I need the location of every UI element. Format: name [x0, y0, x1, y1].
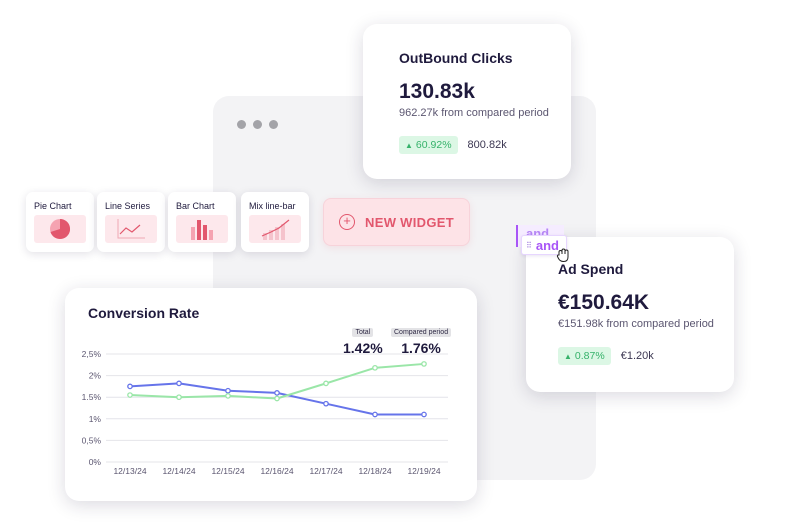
x-tick-label: 12/15/24 — [211, 466, 244, 476]
kpi-title: OutBound Clicks — [399, 50, 513, 66]
window-dot-icon[interactable] — [253, 120, 262, 129]
data-point[interactable] — [127, 392, 133, 398]
x-tick-label: 12/17/24 — [309, 466, 342, 476]
widget-thumb — [176, 215, 228, 243]
kpi-value: €150.64K — [558, 291, 650, 314]
y-tick-label: 1% — [89, 414, 102, 424]
plus-circle-icon: + — [339, 214, 356, 230]
new-widget-label: NEW WIDGET — [365, 214, 454, 230]
data-point[interactable] — [323, 380, 329, 387]
kpi-subtitle: €151.98k from compared period — [558, 318, 714, 330]
change-value: 0.87% — [574, 350, 605, 362]
drag-handle-icon[interactable]: ⠿ — [526, 240, 532, 250]
data-point[interactable] — [274, 390, 280, 396]
x-tick-label: 12/16/24 — [260, 466, 293, 476]
y-tick-label: 0% — [89, 457, 102, 467]
data-point[interactable] — [225, 387, 231, 394]
window-dot-icon[interactable] — [269, 120, 278, 129]
metric-total: Total 1.42% — [343, 321, 383, 356]
widget-mix-line-bar[interactable]: Mix line-bar — [241, 192, 309, 252]
data-point[interactable] — [372, 411, 378, 418]
kpi-subtitle: 962.27k from compared period — [399, 107, 549, 119]
window-controls — [237, 120, 278, 129]
data-point[interactable] — [225, 393, 231, 399]
line-chart-icon — [117, 219, 145, 239]
y-tick-label: 1.5% — [82, 392, 102, 402]
mix-chart-icon — [261, 219, 290, 240]
metric-compared: Compared period 1.76% — [391, 321, 452, 356]
data-point[interactable] — [274, 395, 280, 402]
conversion-line-chart: 0% 0,5% 1% 1.5% 2% 2,5% 12/13/24 12/14/24 12/15/… — [82, 349, 448, 476]
window-dot-icon[interactable] — [237, 120, 246, 129]
chart-title: Conversion Rate — [88, 305, 200, 321]
new-widget-button[interactable]: + NEW WIDGET — [323, 198, 470, 246]
data-point[interactable] — [372, 364, 378, 371]
change-value: 60.92% — [415, 139, 452, 151]
widget-label: Pie Chart — [34, 201, 72, 211]
kpi-title: Ad Spend — [558, 261, 624, 277]
grab-cursor-icon — [556, 248, 569, 263]
previous-value: 800.82k — [467, 139, 507, 151]
metric-label: Compared period — [391, 328, 452, 337]
metric-value: 1.42% — [343, 340, 383, 356]
data-point[interactable] — [176, 394, 182, 401]
data-point[interactable] — [421, 411, 427, 418]
ad-spend-card[interactable]: Ad Spend €150.64K €151.98k from compared… — [526, 237, 734, 392]
arrow-up-icon: ▲ — [564, 351, 572, 361]
widget-thumb — [105, 215, 157, 243]
kpi-change-row: ▲ 0.87% €1.20k — [558, 347, 734, 365]
change-badge: ▲ 60.92% — [399, 136, 458, 154]
widget-bar-chart[interactable]: Bar Chart — [168, 192, 236, 252]
y-tick-label: 2,5% — [82, 349, 102, 359]
arrow-up-icon: ▲ — [405, 140, 413, 150]
bar-chart-icon — [191, 220, 213, 240]
tag-label: and — [535, 237, 559, 253]
data-point[interactable] — [127, 383, 133, 390]
widget-label: Line Series — [105, 201, 151, 211]
conversion-rate-card[interactable]: Conversion Rate Total 1.42% Compared per… — [65, 288, 477, 501]
widget-line-series[interactable]: Line Series — [97, 192, 165, 252]
data-point[interactable] — [421, 361, 427, 367]
y-tick-label: 2% — [89, 371, 102, 381]
outbound-clicks-card[interactable]: OutBound Clicks 130.83k 962.27k from com… — [363, 24, 571, 179]
metric-value: 1.76% — [401, 340, 441, 356]
previous-value: €1.20k — [620, 350, 654, 362]
y-tick-label: 0,5% — [82, 435, 102, 445]
data-point[interactable] — [176, 380, 182, 387]
x-tick-label: 12/14/24 — [162, 466, 195, 476]
kpi-value: 130.83k — [399, 80, 475, 103]
widget-pie-chart[interactable]: Pie Chart — [26, 192, 94, 252]
widget-label: Mix line-bar — [249, 201, 296, 211]
widget-label: Bar Chart — [176, 201, 215, 211]
widget-thumb — [34, 215, 86, 243]
data-point[interactable] — [323, 400, 329, 407]
metric-label: Total — [352, 328, 374, 337]
x-tick-label: 12/18/24 — [358, 466, 391, 476]
x-tick-label: 12/13/24 — [113, 466, 146, 476]
kpi-change-row: ▲ 60.92% 800.82k — [399, 136, 571, 154]
and-tag-chip[interactable]: ⠿ and — [521, 235, 567, 255]
x-tick-label: 12/19/24 — [407, 466, 440, 476]
change-badge: ▲ 0.87% — [558, 347, 611, 365]
widget-thumb — [249, 215, 301, 243]
pie-chart-icon — [50, 218, 71, 239]
